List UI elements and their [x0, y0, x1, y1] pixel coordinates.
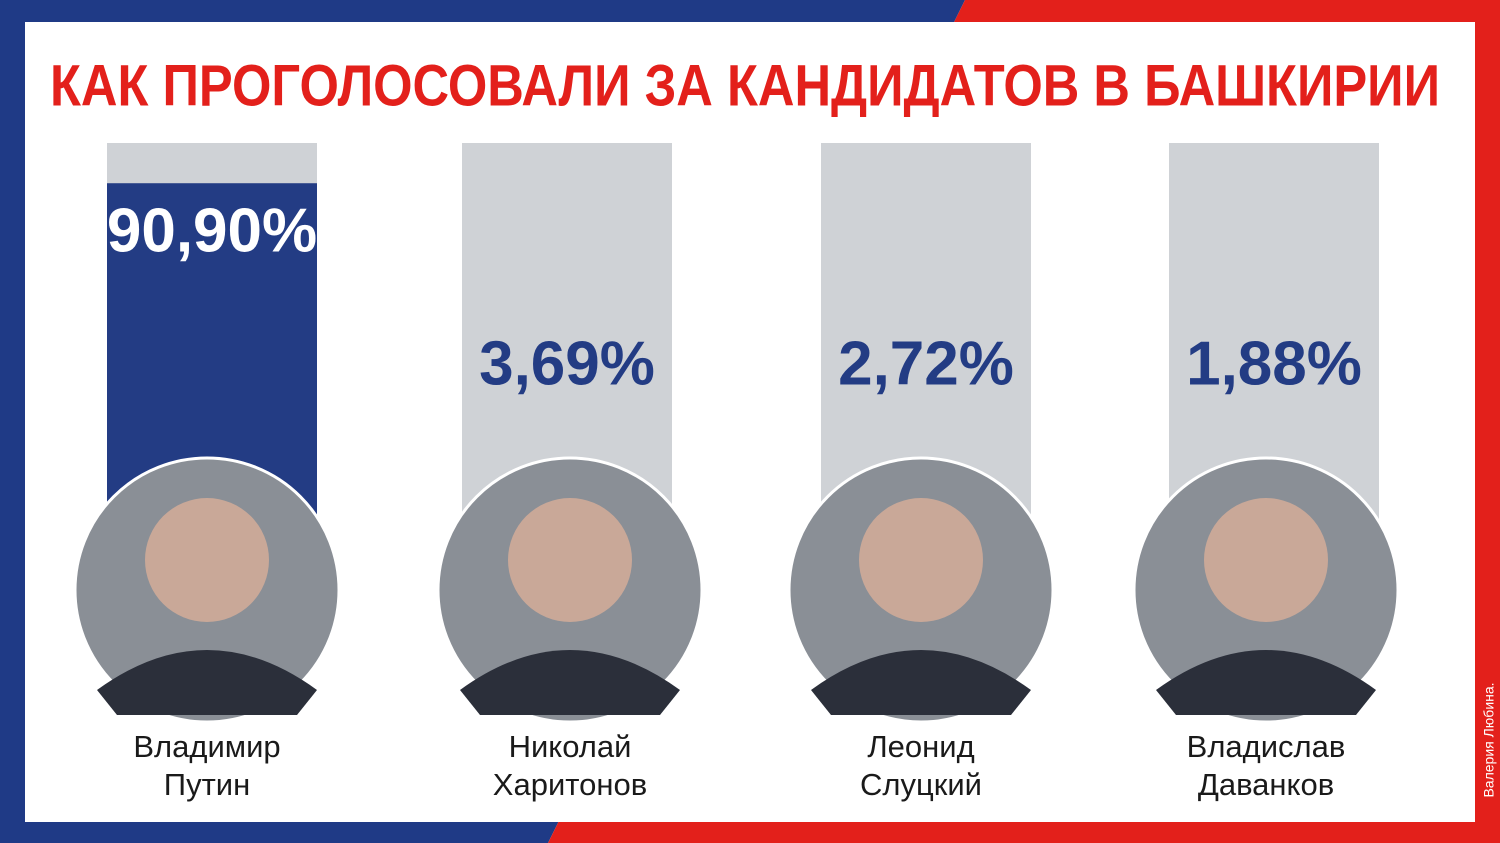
chart-title: КАК ПРОГОЛОСОВАЛИ ЗА КАНДИДАТОВ В БАШКИР…: [50, 53, 1440, 118]
value-label: 90,90%: [107, 197, 317, 266]
photo-body: [460, 650, 680, 715]
photo-head: [1204, 498, 1328, 622]
photo-head: [859, 498, 983, 622]
candidate-name: Владимир Путин: [133, 729, 281, 802]
value-label: 3,69%: [479, 329, 655, 398]
value-label: 1,88%: [1186, 329, 1362, 398]
candidate-name: Николай Харитонов: [492, 729, 648, 802]
photo-head: [508, 498, 632, 622]
candidate-name: Владислав Даванков: [1186, 729, 1346, 802]
photo-body: [1156, 650, 1376, 715]
photo-body: [97, 650, 317, 715]
candidate-name: Леонид Слуцкий: [860, 729, 982, 802]
photo-body: [811, 650, 1031, 715]
value-label: 2,72%: [838, 329, 1014, 398]
photo-head: [145, 498, 269, 622]
credit: Валерия Любина.: [1481, 682, 1497, 797]
